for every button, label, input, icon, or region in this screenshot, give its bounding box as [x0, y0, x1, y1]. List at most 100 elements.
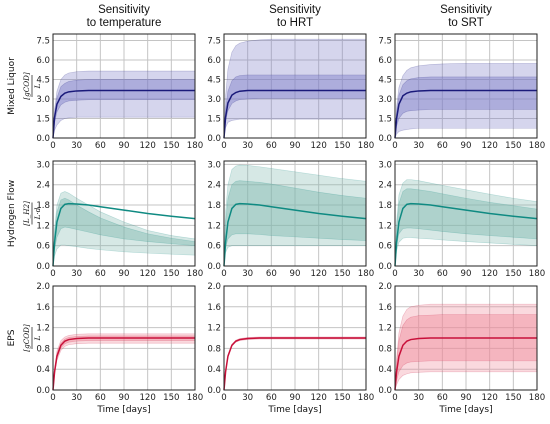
y-tick-label: 0.4 — [36, 365, 50, 375]
y-tick-label: 2.4 — [36, 181, 50, 191]
y-tick-label: 1.8 — [207, 201, 221, 211]
x-tick-label: 180 — [187, 141, 203, 151]
panel-frame — [223, 160, 367, 267]
x-tick-label: 120 — [481, 141, 497, 151]
mean-line — [52, 202, 196, 267]
panel-frame — [394, 33, 538, 139]
x-tick-label: 150 — [163, 269, 179, 279]
y-tick-label: 3.0 — [378, 95, 392, 105]
x-tick-label: 120 — [139, 393, 155, 403]
panel-1-2: 0.0 1.5 3.0 4.5 6.0 7.5 0 30 60 90 120 150 180 — [207, 33, 374, 151]
row-label-text: Hydrogen Flow — [7, 180, 17, 247]
y-tick-label: 0.0 — [36, 134, 50, 144]
x-tick-label: 60 — [95, 269, 106, 279]
y-tick-label: 6.0 — [378, 56, 392, 66]
x-tick-label: 150 — [334, 141, 350, 151]
x-tick-label: 30 — [71, 393, 82, 403]
x-tick-label: 30 — [71, 269, 82, 279]
unit-numerator: [L_H2] — [22, 201, 31, 226]
y-tick-label: 1.2 — [36, 324, 50, 334]
y-tick-label: 1.6 — [36, 303, 50, 313]
y-tick-label: 2.0 — [207, 282, 221, 292]
y-tick-label: 2.0 — [36, 282, 50, 292]
x-tick-label: 120 — [310, 269, 326, 279]
y-tick-label: 0.6 — [207, 242, 221, 252]
x-tick-label: 0 — [392, 269, 397, 279]
panel-frame — [223, 33, 367, 139]
y-tick-label: 6.0 — [36, 56, 50, 66]
x-tick-label: 0 — [50, 269, 55, 279]
column-title-1-line-2: to temperature — [87, 17, 162, 29]
y-tick-label: 1.2 — [207, 221, 221, 231]
x-tick-label: 30 — [413, 393, 424, 403]
column-title-2-line-2: to HRT — [277, 17, 313, 29]
y-tick-label: 0.0 — [207, 262, 221, 272]
x-tick-label: 120 — [481, 393, 497, 403]
panel-3-2: 0.0 0.4 0.8 1.2 1.6 2.0 0 30 60 90 120 150 180 Time [… — [207, 282, 374, 415]
y-tick-label: 3.0 — [378, 160, 392, 170]
panel-frame — [394, 160, 538, 267]
x-tick-label: 150 — [505, 393, 521, 403]
y-tick-label: 1.8 — [378, 201, 392, 211]
panel-3-1: 0.0 0.4 0.8 1.2 1.6 2.0 0 30 60 90 120 150 180 Time [… — [36, 282, 203, 415]
column-title-3-line-1: Sensitivity — [440, 4, 492, 16]
y-tick-label: 1.2 — [378, 221, 392, 231]
y-tick-label: 1.5 — [36, 115, 50, 125]
x-tick-label: 90 — [119, 141, 130, 151]
x-tick-label: 0 — [392, 141, 397, 151]
y-tick-label: 2.4 — [378, 181, 392, 191]
y-tick-label: 0.0 — [207, 386, 221, 396]
y-tick-label: 0.0 — [378, 134, 392, 144]
y-tick-label: 1.2 — [378, 324, 392, 334]
x-tick-label: 0 — [221, 141, 226, 151]
mean-line — [223, 337, 366, 391]
y-tick-label: 0.6 — [36, 242, 50, 252]
x-axis-label: Time [days] — [438, 405, 492, 415]
x-tick-label: 120 — [310, 141, 326, 151]
x-tick-label: 150 — [334, 393, 350, 403]
y-tick-label: 1.2 — [207, 324, 221, 334]
y-tick-label: 0.0 — [378, 262, 392, 272]
x-tick-label: 90 — [290, 393, 301, 403]
y-tick-label: 0.4 — [378, 365, 392, 375]
row-unit-1: [gCOD] L — [22, 72, 42, 100]
x-tick-label: 60 — [437, 269, 448, 279]
mean-line — [394, 337, 537, 391]
x-tick-label: 90 — [290, 141, 301, 151]
x-tick-label: 150 — [163, 141, 179, 151]
x-tick-label: 120 — [310, 393, 326, 403]
row-label-text: Mixed Liquor — [7, 57, 17, 115]
y-tick-label: 6.0 — [207, 56, 221, 66]
x-tick-label: 90 — [119, 393, 130, 403]
mean-line — [52, 337, 195, 391]
panel-frame — [394, 285, 538, 391]
y-tick-label: 2.4 — [207, 181, 221, 191]
x-axis-label: Time [days] — [96, 405, 150, 415]
x-tick-label: 150 — [505, 269, 521, 279]
y-tick-label: 4.5 — [378, 76, 392, 86]
row-unit-2: [L_H2] L·d — [22, 201, 42, 226]
x-tick-label: 60 — [95, 393, 106, 403]
y-tick-label: 1.6 — [378, 303, 392, 313]
row-label-2: Hydrogen Flow — [7, 180, 17, 247]
y-tick-label: 0.0 — [378, 386, 392, 396]
x-tick-label: 60 — [437, 393, 448, 403]
panel-frame — [52, 285, 196, 391]
mean-line — [394, 89, 537, 139]
mean-line — [52, 89, 195, 139]
x-tick-label: 0 — [392, 393, 397, 403]
y-tick-label: 3.0 — [36, 95, 50, 105]
panel-frame — [52, 33, 196, 139]
panel-1-3: 0.0 1.5 3.0 4.5 6.0 7.5 0 30 60 90 120 150 180 — [378, 33, 545, 151]
unit-denominator: L·d — [33, 207, 42, 220]
y-tick-label: 2.0 — [378, 282, 392, 292]
x-tick-label: 180 — [358, 141, 374, 151]
column-title-3-line-2: to SRT — [448, 17, 484, 29]
x-tick-label: 120 — [139, 269, 155, 279]
y-tick-label: 0.0 — [36, 262, 50, 272]
x-tick-label: 180 — [529, 141, 545, 151]
column-title-1-line-1: Sensitivity — [98, 4, 150, 16]
x-axis-label: Time [days] — [267, 405, 321, 415]
y-tick-label: 7.5 — [207, 37, 221, 47]
mean-line — [223, 89, 366, 139]
